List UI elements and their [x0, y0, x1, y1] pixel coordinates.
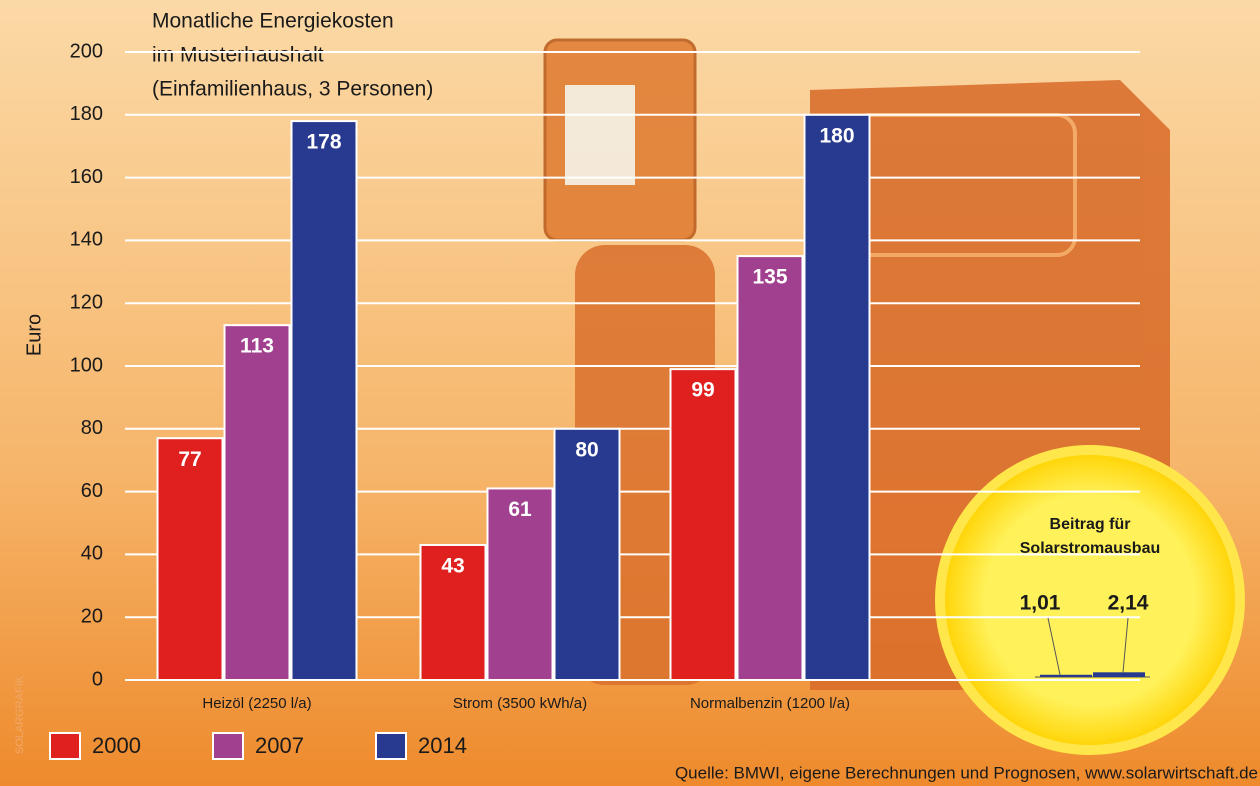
y-tick-label: 160 [70, 166, 103, 188]
x-tick-label: Heizöl (2250 l/a) [202, 695, 311, 712]
bar [290, 120, 358, 681]
bar [419, 543, 487, 681]
value-label: 77 [178, 448, 201, 471]
inset-title: Beitrag für [1050, 516, 1131, 533]
y-axis-label: Euro [23, 314, 45, 356]
y-tick-label: 180 [70, 103, 103, 125]
y-tick-label: 80 [81, 417, 103, 439]
legend-label: 2014 [418, 733, 467, 758]
value-label: 180 [819, 124, 854, 147]
chart-title: Monatliche Energiekosten [152, 10, 394, 33]
legend-swatch [49, 732, 81, 760]
bar [156, 437, 224, 681]
inset-bar [1040, 674, 1092, 677]
legend-label: 2000 [92, 733, 141, 758]
legend-swatch [212, 732, 244, 760]
x-tick-label: Normalbenzin (1200 l/a) [690, 695, 850, 712]
value-label: 61 [508, 498, 532, 521]
legend-swatch [375, 732, 407, 760]
bar [223, 324, 291, 681]
credit: SOLARGRAFIK [14, 675, 26, 754]
inset-leader [1122, 617, 1129, 673]
bar [803, 113, 871, 682]
value-label: 43 [441, 555, 464, 578]
y-tick-label: 20 [81, 605, 103, 627]
value-label: 113 [240, 335, 274, 358]
legend-label: 2007 [255, 733, 304, 758]
chart-title: (Einfamilienhaus, 3 Personen) [152, 78, 433, 101]
x-tick-label: Strom (3500 kWh/a) [453, 695, 587, 712]
inset-value-label: 1,01 [1020, 592, 1061, 615]
y-tick-label: 60 [81, 480, 103, 502]
bar [736, 255, 804, 681]
y-tick-label: 120 [70, 291, 103, 313]
y-tick-label: 200 [70, 40, 103, 62]
bar [669, 368, 737, 681]
inset-leader [1047, 617, 1061, 675]
chart-title: im Musterhaushalt [152, 44, 324, 67]
bar [486, 487, 554, 681]
bar [553, 427, 621, 681]
value-label: 135 [752, 266, 787, 289]
inset-bar [1093, 672, 1145, 677]
y-tick-label: 100 [70, 354, 103, 376]
source: Quelle: BMWI, eigene Berechnungen und Pr… [675, 763, 1258, 782]
value-label: 99 [691, 379, 714, 402]
inset-title: Solarstromausbau [1020, 540, 1160, 557]
y-tick-label: 40 [81, 543, 103, 565]
value-label: 178 [306, 131, 341, 154]
inset-value-label: 2,14 [1108, 592, 1149, 615]
value-label: 80 [575, 438, 598, 461]
inset-sun [935, 445, 1245, 755]
y-tick-label: 0 [92, 668, 103, 690]
y-tick-label: 140 [70, 229, 103, 251]
